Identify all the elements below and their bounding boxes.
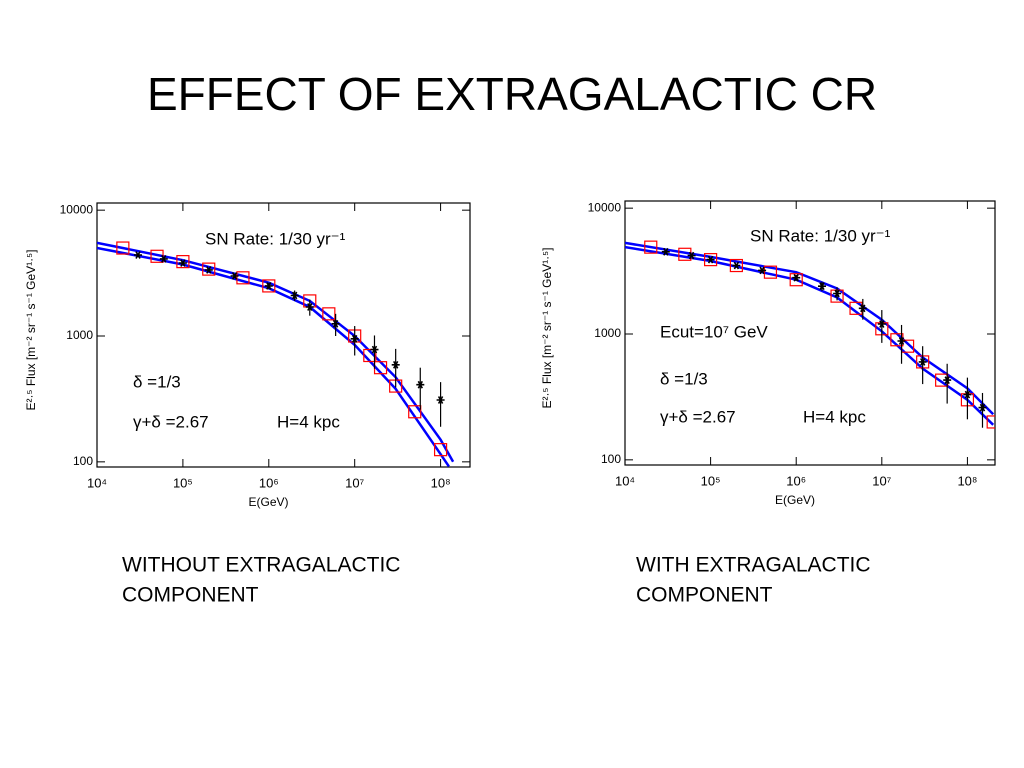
data-point: [159, 255, 168, 263]
model-point: [644, 240, 658, 254]
x-tick-label: 10⁶: [259, 475, 279, 490]
data-point: [706, 255, 715, 264]
x-axis-label: E(GeV): [248, 495, 288, 509]
annotation: H=4 kpc: [803, 407, 866, 426]
data-point: [792, 273, 801, 282]
data-point: [436, 396, 445, 404]
plot-area: [97, 241, 455, 467]
y-axis-label: E²·⁵ Flux [m⁻² sr⁻¹ s⁻¹ GeV¹·⁵]: [24, 250, 38, 411]
data-point: [230, 272, 239, 280]
x-axis-label: E(GeV): [775, 493, 815, 507]
data-point: [978, 403, 987, 412]
x-tick-label: 10⁸: [957, 473, 977, 488]
model-point: [763, 265, 778, 279]
x-tick-label: 10⁸: [431, 475, 451, 490]
model-point: [202, 262, 216, 276]
y-tick-label: 100: [73, 454, 93, 468]
data-point: [732, 261, 741, 270]
data-point: [370, 345, 379, 354]
model-point: [433, 443, 448, 457]
y-tick-label: 1000: [594, 326, 621, 340]
model-curve: [97, 246, 450, 467]
data-point: [391, 360, 400, 369]
annotation: γ+δ =2.67: [133, 412, 209, 431]
annotation: δ =1/3: [133, 372, 181, 391]
annotation: SN Rate: 1/30 yr⁻¹: [205, 229, 346, 248]
caption: WITHOUT EXTRAGALACTIC: [122, 554, 400, 577]
y-axis-label: E²·⁵ Flux [m⁻² sr⁻¹ s⁻¹ GeV¹·⁵]: [540, 248, 554, 409]
data-point: [331, 319, 340, 328]
annotation: H=4 kpc: [277, 412, 340, 431]
x-tick-label: 10⁵: [173, 475, 193, 490]
data-point: [687, 251, 696, 260]
data-point: [897, 337, 906, 345]
model-curve: [625, 241, 995, 416]
data-point: [858, 304, 867, 313]
data-point: [758, 266, 767, 275]
slide-title: EFFECT OF EXTRAGALACTIC CR: [147, 68, 877, 120]
model-curve: [97, 241, 455, 463]
model-point: [363, 348, 377, 363]
y-tick-label: 1000: [66, 328, 93, 342]
plot-frame: [624, 200, 996, 466]
model-point: [789, 273, 803, 287]
data-point: [661, 247, 670, 256]
model-point: [116, 241, 130, 255]
model-point: [704, 253, 718, 267]
caption: WITH EXTRAGALACTIC: [636, 554, 871, 577]
model-point: [322, 307, 336, 321]
annotation: Ecut=10⁷ GeV: [660, 322, 768, 341]
data-point: [918, 358, 927, 366]
data-point: [943, 376, 952, 385]
chart: 10⁴ 10⁵ 10⁶ 10⁷ 10⁸ 100 1000 10000 E(GeV) E²·⁵ Fl…: [540, 200, 996, 507]
x-tick-label: 10⁷: [872, 473, 891, 488]
plot-area: [625, 240, 995, 429]
model-point: [729, 258, 743, 273]
chart: 10⁴ 10⁵ 10⁶ 10⁷ 10⁸ 100 1000 10000 E(GeV) E²·⁵ Fl…: [24, 202, 471, 509]
data-point: [818, 282, 826, 291]
data-point: [264, 282, 273, 290]
data-point: [416, 380, 425, 389]
annotation: γ+δ =2.67: [660, 407, 736, 426]
annotation: SN Rate: 1/30 yr⁻¹: [750, 226, 891, 245]
y-tick-label: 10000: [60, 202, 94, 216]
plot-frame: [96, 202, 471, 468]
data-point: [134, 251, 142, 259]
model-point: [986, 415, 995, 429]
y-tick-label: 100: [601, 452, 621, 466]
annotation: δ =1/3: [660, 369, 708, 388]
model-point: [262, 279, 276, 293]
data-point: [204, 266, 213, 274]
x-tick-label: 10⁴: [615, 473, 635, 488]
x-tick-label: 10⁴: [87, 475, 107, 490]
model-point: [176, 255, 190, 269]
model-point: [236, 271, 250, 285]
data-point: [305, 303, 314, 311]
x-tick-label: 10⁷: [345, 475, 364, 490]
y-tick-label: 10000: [588, 200, 622, 214]
x-tick-label: 10⁶: [786, 473, 806, 488]
model-point: [408, 405, 422, 419]
caption: COMPONENT: [122, 584, 259, 607]
data-point: [178, 259, 187, 267]
data-point: [350, 334, 359, 343]
data-point: [877, 320, 886, 328]
caption: COMPONENT: [636, 584, 773, 607]
data-point: [963, 390, 972, 399]
x-tick-label: 10⁵: [701, 473, 721, 488]
data-point: [290, 291, 299, 300]
data-point: [833, 289, 842, 298]
